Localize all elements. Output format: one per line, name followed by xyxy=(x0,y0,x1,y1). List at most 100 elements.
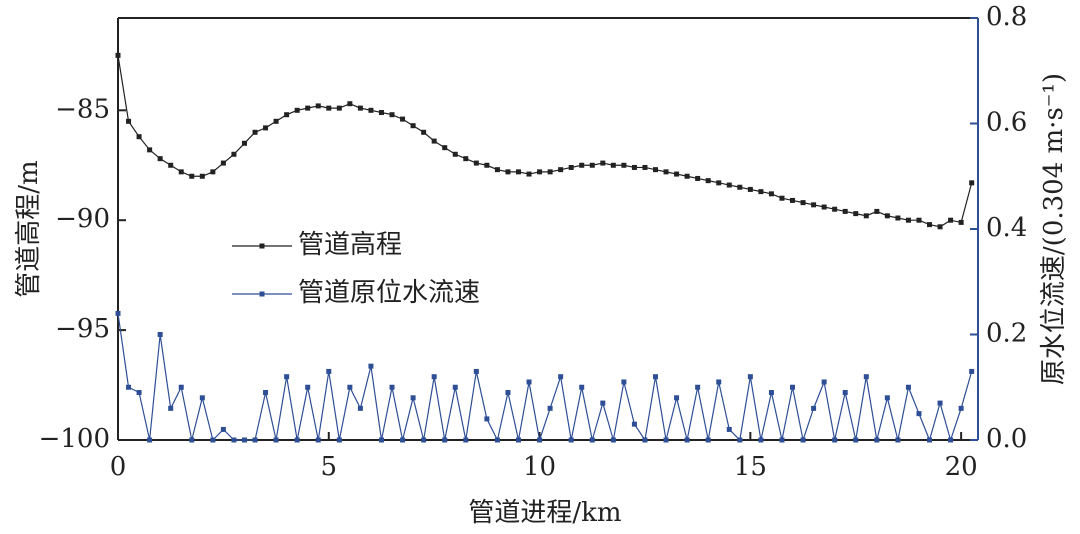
y-tick-label: −85 xyxy=(55,94,110,124)
data-point xyxy=(157,156,163,162)
data-point xyxy=(515,437,521,443)
data-point xyxy=(832,437,838,443)
data-point xyxy=(758,189,764,195)
series-line xyxy=(117,55,973,228)
data-point xyxy=(927,437,933,443)
data-point xyxy=(948,217,954,223)
data-point xyxy=(220,426,226,432)
legend-label: 管道高程 xyxy=(298,230,402,260)
data-point xyxy=(199,395,205,401)
data-point xyxy=(790,197,796,203)
data-point xyxy=(252,129,258,135)
data-point xyxy=(895,215,901,221)
data-point xyxy=(768,390,774,396)
data-point xyxy=(515,169,521,175)
data-point xyxy=(368,363,374,369)
x-tick-label: 15 xyxy=(734,452,767,482)
data-point xyxy=(821,204,827,210)
data-point xyxy=(579,384,585,390)
data-point xyxy=(631,421,637,427)
series-line xyxy=(117,313,973,443)
data-point xyxy=(726,182,732,188)
data-point xyxy=(716,180,722,186)
data-point xyxy=(779,195,785,201)
y2-tick-label: 0.0 xyxy=(986,424,1027,454)
data-point xyxy=(336,105,342,111)
data-point xyxy=(653,374,658,380)
data-point xyxy=(484,162,490,168)
data-point xyxy=(494,167,500,173)
y-axis-label: 管道高程/m xyxy=(14,160,44,297)
data-point xyxy=(684,437,690,443)
data-point xyxy=(821,379,827,385)
data-point xyxy=(969,180,975,186)
data-point xyxy=(779,437,785,443)
data-point xyxy=(642,164,648,170)
y-tick-label: −100 xyxy=(39,424,110,454)
data-point xyxy=(884,395,890,401)
data-point xyxy=(147,147,153,153)
data-point xyxy=(568,437,574,443)
data-point xyxy=(157,332,163,337)
data-point xyxy=(294,107,300,113)
data-point xyxy=(937,400,943,406)
data-point xyxy=(305,384,311,390)
data-point xyxy=(357,405,363,411)
data-point xyxy=(473,368,479,374)
data-point xyxy=(273,118,279,124)
data-point xyxy=(400,437,406,443)
data-point xyxy=(484,416,490,422)
data-point xyxy=(790,384,796,390)
data-point xyxy=(168,162,174,168)
data-point xyxy=(600,400,606,406)
data-point xyxy=(905,217,911,223)
data-point xyxy=(874,208,880,214)
data-point xyxy=(568,164,574,170)
data-point xyxy=(389,112,395,118)
y2-tick-label: 0.6 xyxy=(986,108,1027,138)
x-tick-label: 5 xyxy=(321,452,338,482)
data-point xyxy=(147,437,153,443)
data-point xyxy=(916,411,922,417)
data-point xyxy=(758,437,764,443)
data-point xyxy=(326,105,332,111)
y-tick-label: −95 xyxy=(55,314,110,344)
data-point xyxy=(937,224,943,230)
data-point xyxy=(927,222,933,228)
data-point xyxy=(716,379,722,385)
data-point xyxy=(168,405,174,411)
data-point xyxy=(589,437,595,443)
data-point xyxy=(969,368,975,374)
data-point xyxy=(631,164,637,170)
data-point xyxy=(526,379,532,385)
data-point xyxy=(663,437,669,443)
data-point xyxy=(252,437,258,443)
data-point xyxy=(768,191,774,197)
data-point xyxy=(558,167,564,173)
data-point xyxy=(284,112,290,118)
data-point xyxy=(442,145,448,151)
data-point xyxy=(336,437,342,443)
data-point xyxy=(853,211,859,217)
data-point xyxy=(600,160,606,166)
data-point xyxy=(241,437,247,443)
data-point xyxy=(189,437,195,443)
data-point xyxy=(178,384,184,390)
data-point xyxy=(747,374,753,380)
data-point xyxy=(621,162,627,168)
data-point xyxy=(347,101,353,107)
data-point xyxy=(674,171,680,177)
data-point xyxy=(958,219,964,225)
y-tick-label: −90 xyxy=(55,204,110,234)
data-point xyxy=(178,169,184,175)
data-point xyxy=(653,167,658,173)
legend-marker xyxy=(259,291,265,297)
data-point xyxy=(948,437,954,443)
data-point xyxy=(579,162,585,168)
data-point xyxy=(136,390,142,396)
data-point xyxy=(695,175,701,181)
data-point xyxy=(220,160,226,166)
data-point xyxy=(705,178,711,184)
data-point xyxy=(832,206,838,212)
legend-marker xyxy=(259,243,265,249)
